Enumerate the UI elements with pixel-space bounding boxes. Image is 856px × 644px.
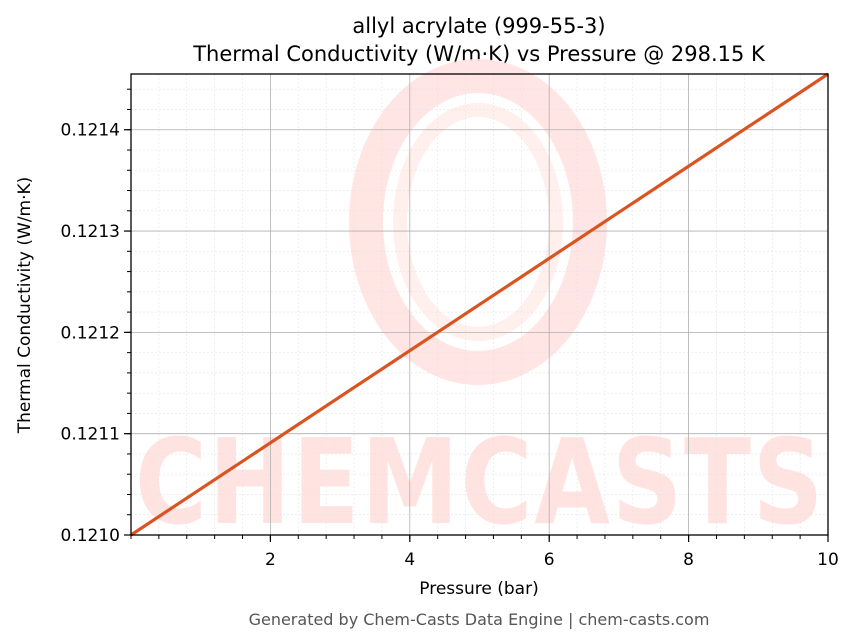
y-tick-label: 0.1213 <box>61 222 120 242</box>
x-tick-label: 10 <box>817 550 839 570</box>
footer-credit: Generated by Chem-Casts Data Engine | ch… <box>249 610 710 629</box>
y-tick-label: 0.1211 <box>61 425 120 445</box>
y-axis-label: Thermal Conductivity (W/m·K) <box>15 177 35 435</box>
x-tick-label: 4 <box>404 550 415 570</box>
watermark-text: CHEMCASTS <box>135 413 825 551</box>
x-tick-label: 8 <box>683 550 694 570</box>
chart-title: allyl acrylate (999-55-3) <box>352 14 605 38</box>
series-line <box>130 72 829 537</box>
series-layer <box>130 72 829 537</box>
plot-frame <box>130 73 829 536</box>
y-axis: 0.1210 0.1211 0.1212 0.1213 0.1214 <box>61 88 131 546</box>
watermark-logo <box>349 59 607 385</box>
x-tick-label: 6 <box>544 550 555 570</box>
x-axis-label: Pressure (bar) <box>419 579 538 599</box>
x-tick-label: 2 <box>265 550 276 570</box>
y-tick-label: 0.1214 <box>61 121 120 141</box>
minor-grid <box>130 74 829 536</box>
y-tick-label: 0.1212 <box>61 323 120 343</box>
x-axis: 2 4 6 8 10 <box>130 535 839 570</box>
watermark: CHEMCASTS <box>135 59 825 551</box>
y-tick-label: 0.1210 <box>61 526 120 546</box>
